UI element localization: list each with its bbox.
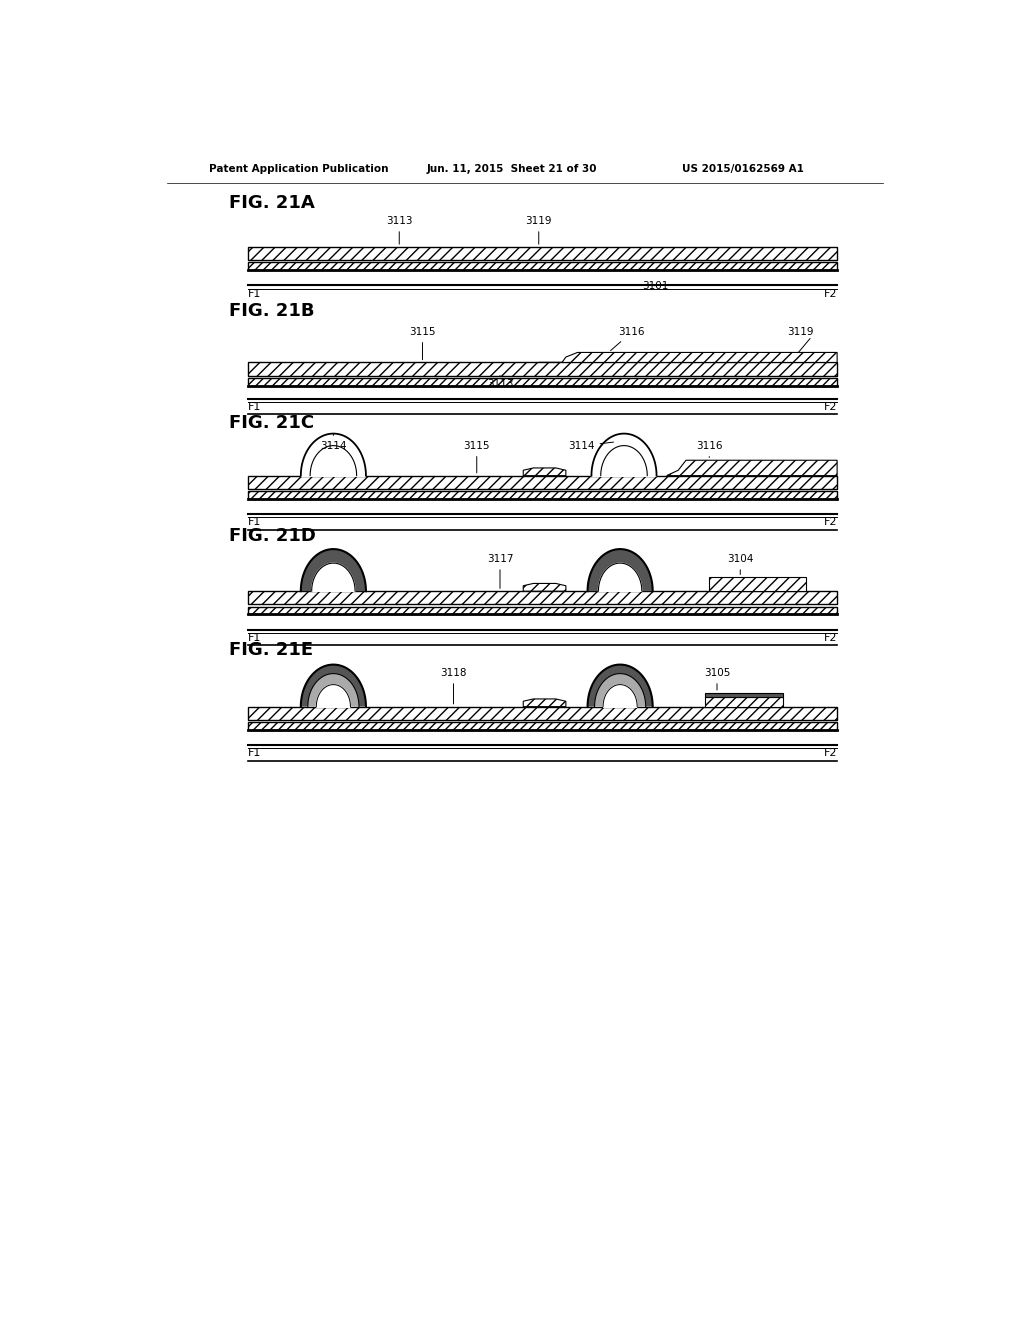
Text: 3101: 3101	[642, 281, 669, 290]
Text: 3116: 3116	[610, 327, 645, 351]
Text: 3115: 3115	[464, 441, 490, 473]
Bar	[248, 607, 838, 614]
Text: FIG. 21A: FIG. 21A	[228, 194, 314, 213]
Text: FIG. 21D: FIG. 21D	[228, 527, 315, 545]
Polygon shape	[667, 461, 838, 475]
Text: 3104: 3104	[727, 554, 754, 574]
Bar	[248, 247, 838, 260]
Polygon shape	[523, 469, 566, 475]
Bar	[248, 591, 838, 605]
Text: F2: F2	[823, 517, 838, 527]
Polygon shape	[588, 549, 652, 591]
Bar	[248, 491, 838, 499]
Text: 3115: 3115	[410, 327, 436, 359]
Text: Jun. 11, 2015  Sheet 21 of 30: Jun. 11, 2015 Sheet 21 of 30	[426, 164, 597, 174]
Text: 3113: 3113	[386, 216, 413, 244]
Text: 3119: 3119	[787, 327, 814, 337]
Polygon shape	[301, 664, 366, 706]
Text: 3113: 3113	[486, 376, 513, 388]
Bar	[248, 263, 838, 271]
Bar	[248, 363, 838, 376]
Polygon shape	[523, 700, 566, 706]
Polygon shape	[598, 564, 642, 591]
Polygon shape	[603, 685, 637, 706]
Text: 3114: 3114	[568, 441, 613, 451]
Bar	[706, 693, 783, 697]
Text: 3118: 3118	[440, 668, 467, 704]
Text: F1: F1	[248, 748, 261, 758]
Polygon shape	[539, 352, 838, 363]
Polygon shape	[592, 433, 656, 475]
Text: F1: F1	[248, 517, 261, 527]
Polygon shape	[595, 673, 646, 706]
Text: 3116: 3116	[696, 441, 723, 458]
Text: F2: F2	[823, 748, 838, 758]
Text: FIG. 21C: FIG. 21C	[228, 413, 314, 432]
Text: 3114: 3114	[321, 433, 347, 451]
Text: US 2015/0162569 A1: US 2015/0162569 A1	[682, 164, 804, 174]
Polygon shape	[311, 564, 355, 591]
Text: F2: F2	[823, 632, 838, 643]
Polygon shape	[588, 664, 652, 706]
Text: 3117: 3117	[486, 554, 513, 589]
Polygon shape	[523, 583, 566, 591]
Bar	[248, 475, 838, 488]
Text: F2: F2	[823, 401, 838, 412]
Bar	[248, 378, 838, 385]
Bar	[248, 722, 838, 730]
Bar	[248, 706, 838, 719]
Polygon shape	[316, 685, 350, 706]
Text: Patent Application Publication: Patent Application Publication	[209, 164, 389, 174]
Text: FIG. 21B: FIG. 21B	[228, 302, 314, 321]
Bar	[710, 577, 806, 591]
Bar	[706, 697, 783, 706]
Text: F1: F1	[248, 632, 261, 643]
Text: F1: F1	[248, 401, 261, 412]
Text: F1: F1	[248, 289, 261, 298]
Polygon shape	[301, 433, 366, 475]
Text: F2: F2	[823, 289, 838, 298]
Text: FIG. 21E: FIG. 21E	[228, 642, 313, 659]
Polygon shape	[308, 673, 359, 706]
Polygon shape	[301, 549, 366, 591]
Text: 3119: 3119	[525, 216, 552, 244]
Text: 3105: 3105	[703, 668, 730, 690]
